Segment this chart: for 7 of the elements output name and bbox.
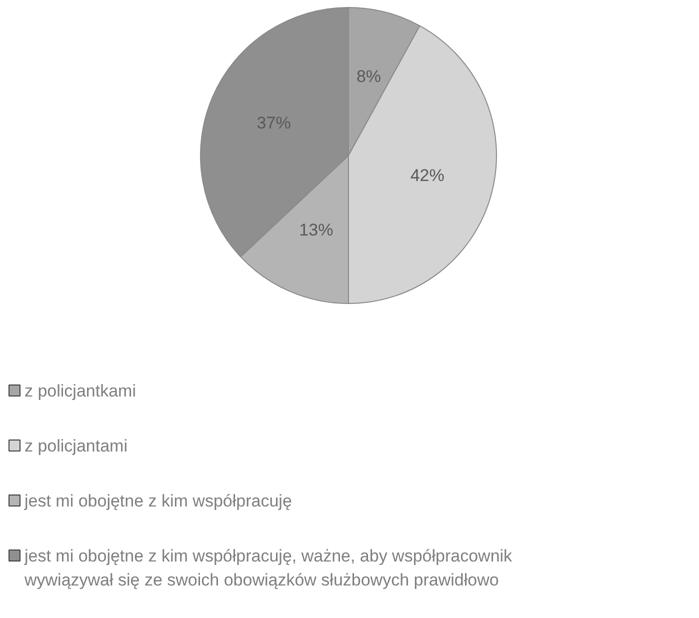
legend-label: jest mi obojętne z kim współpracuję (24, 492, 292, 510)
legend-label: z policjantkami (24, 382, 136, 400)
data-label: 13% (299, 220, 334, 240)
data-label: 42% (410, 166, 444, 186)
data-label: 8% (356, 67, 382, 86)
legend-label: jest mi obojętne z kim współpracuję, ważne, aby współpracownik wywiązywał się ze swoich obowiązków służbowych prawidłowo (24, 546, 513, 590)
legend-label: z policjantami (24, 436, 128, 456)
